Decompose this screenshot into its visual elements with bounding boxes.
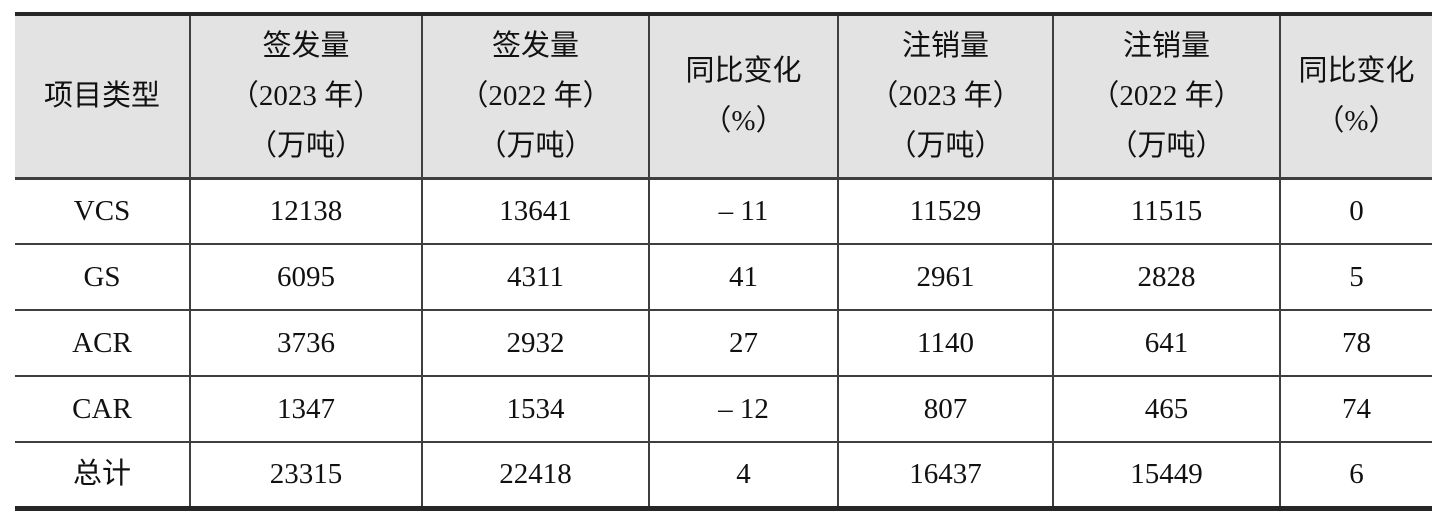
column-header-line: 注销量 [1122, 30, 1210, 63]
value-cell: 15449 [1052, 441, 1281, 509]
column-header-line: （2022 年） [459, 80, 612, 113]
value-cell: 1347 [189, 375, 423, 443]
column-header-line: 注销量 [901, 30, 989, 63]
row-label: CAR [15, 375, 191, 443]
value-cell: 11515 [1052, 177, 1281, 245]
value-cell: 74 [1279, 375, 1432, 443]
value-cell: – 12 [648, 375, 839, 443]
value-cell: 2961 [837, 243, 1054, 311]
value-cell: 5 [1279, 243, 1432, 311]
value-cell: 1140 [837, 309, 1054, 377]
value-cell: 465 [1052, 375, 1281, 443]
value-cell: 807 [837, 375, 1054, 443]
value-cell: 27 [648, 309, 839, 377]
data-table: 项目类型 签发量 （2023 年） （万吨） 签发量 （2022 年） （万吨） 同比变化 （%… [15, 12, 1432, 511]
value-cell: 0 [1279, 177, 1432, 245]
column-header: 签发量 （2023 年） （万吨） [189, 13, 423, 180]
table-row: GS 6095 4311 41 2961 2828 5 [15, 243, 1432, 311]
table-row: 总计 23315 22418 4 16437 15449 6 [15, 441, 1432, 509]
column-header: 注销量 （2023 年） （万吨） [837, 13, 1054, 180]
row-label: GS [15, 243, 191, 311]
value-cell: 16437 [837, 441, 1054, 509]
table-header: 项目类型 签发量 （2023 年） （万吨） 签发量 （2022 年） （万吨） 同比变化 （%… [15, 13, 1432, 180]
row-label: 总计 [15, 441, 191, 509]
column-header-line: 同比变化 [685, 55, 802, 88]
column-header-line: （万吨） [1108, 130, 1225, 163]
column-header-line: （%） [1315, 105, 1398, 138]
column-header-line: （%） [702, 105, 785, 138]
value-cell: 1534 [421, 375, 650, 443]
column-header: 项目类型 [15, 13, 191, 180]
value-cell: 641 [1052, 309, 1281, 377]
column-header: 同比变化 （%） [648, 13, 839, 180]
value-cell: 11529 [837, 177, 1054, 245]
column-header-line: 同比变化 [1298, 55, 1415, 88]
column-header-line: 项目类型 [43, 80, 160, 113]
value-cell: 78 [1279, 309, 1432, 377]
column-header-line: （万吨） [887, 130, 1004, 163]
value-cell: 6 [1279, 441, 1432, 509]
value-cell: 23315 [189, 441, 423, 509]
value-cell: 2932 [421, 309, 650, 377]
row-label: ACR [15, 309, 191, 377]
column-header: 同比变化 （%） [1279, 13, 1432, 180]
table-row: VCS 12138 13641– 11 11529 11515 0 [15, 177, 1432, 245]
column-header-line: 签发量 [262, 30, 350, 63]
column-header-line: （万吨） [477, 130, 594, 163]
column-header-line: 签发量 [491, 30, 579, 63]
table-row: ACR 3736 2932 27 1140 641 78 [15, 309, 1432, 377]
value-cell: 4311 [421, 243, 650, 311]
table-row: CAR 1347 1534– 12 807 465 74 [15, 375, 1432, 443]
row-label: VCS [15, 177, 191, 245]
value-cell: 6095 [189, 243, 423, 311]
column-header-line: （2022 年） [1090, 80, 1243, 113]
column-header-line: （2023 年） [229, 80, 383, 113]
value-cell: 13641 [421, 177, 650, 245]
value-cell: 12138 [189, 177, 423, 245]
column-header: 注销量 （2022 年） （万吨） [1052, 13, 1281, 180]
column-header: 签发量 （2022 年） （万吨） [421, 13, 650, 180]
column-header-line: （万吨） [247, 130, 364, 163]
table-body: VCS 12138 13641– 11 11529 11515 0 GS 6095 4311 41… [15, 177, 1432, 509]
value-cell: 22418 [421, 441, 650, 509]
header-row: 项目类型 签发量 （2023 年） （万吨） 签发量 （2022 年） （万吨） 同比变化 （%… [15, 13, 1432, 180]
value-cell: 4 [648, 441, 839, 509]
column-header-line: （2023 年） [869, 80, 1022, 113]
value-cell: – 11 [648, 177, 839, 245]
value-cell: 3736 [189, 309, 423, 377]
value-cell: 2828 [1052, 243, 1281, 311]
value-cell: 41 [648, 243, 839, 311]
